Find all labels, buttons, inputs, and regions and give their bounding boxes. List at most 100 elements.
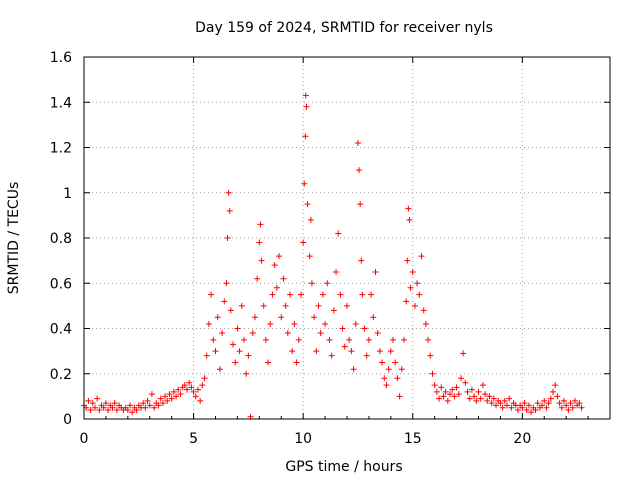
data-point xyxy=(140,400,147,407)
x-tick-label: 0 xyxy=(80,431,89,447)
data-point xyxy=(361,325,368,332)
data-point xyxy=(398,366,405,373)
data-series-srmtid xyxy=(81,92,585,420)
data-point xyxy=(245,352,252,359)
data-point xyxy=(390,336,397,343)
data-point xyxy=(240,336,247,343)
data-point xyxy=(230,341,237,348)
data-point xyxy=(205,320,212,327)
data-point xyxy=(257,221,264,228)
data-point xyxy=(133,406,140,413)
y-tick-label: 0.4 xyxy=(50,322,72,338)
data-point xyxy=(488,400,495,407)
data-point xyxy=(234,325,241,332)
data-point xyxy=(348,348,355,355)
y-tick-label: 1.6 xyxy=(50,50,72,66)
data-point xyxy=(324,280,331,287)
data-point xyxy=(188,384,195,391)
data-point xyxy=(436,395,443,402)
data-point xyxy=(258,257,265,264)
data-point xyxy=(431,382,438,389)
data-point xyxy=(87,406,94,413)
data-point xyxy=(227,307,234,314)
data-point xyxy=(307,216,314,223)
data-point xyxy=(383,382,390,389)
data-point xyxy=(552,382,559,389)
data-point xyxy=(528,409,535,416)
data-point xyxy=(197,397,204,404)
data-point xyxy=(346,336,353,343)
data-point xyxy=(466,395,473,402)
axis-ticks: 0 5 10 15 20 0 0.2 0.4 0.6 0.8 1 1.2 1.4 1.6 xyxy=(50,50,610,447)
data-point xyxy=(565,406,572,413)
data-point xyxy=(300,239,307,246)
data-point xyxy=(414,280,421,287)
data-point xyxy=(438,384,445,391)
data-point xyxy=(358,257,365,264)
data-point xyxy=(460,350,467,357)
data-point xyxy=(449,386,456,393)
data-point xyxy=(387,348,394,355)
data-point xyxy=(249,330,256,337)
data-point xyxy=(102,400,109,407)
data-point xyxy=(216,366,223,373)
data-point xyxy=(159,400,166,407)
data-point xyxy=(210,336,217,343)
data-point xyxy=(545,400,552,407)
data-point xyxy=(322,320,329,327)
data-point xyxy=(303,103,310,110)
data-point xyxy=(400,336,407,343)
data-point xyxy=(407,284,414,291)
data-point xyxy=(199,382,206,389)
data-point xyxy=(392,359,399,366)
data-point xyxy=(177,391,184,398)
data-point xyxy=(482,391,489,398)
data-point xyxy=(451,393,458,400)
data-point xyxy=(295,336,302,343)
data-point xyxy=(269,291,276,298)
data-point xyxy=(262,336,269,343)
data-point xyxy=(256,239,263,246)
data-point xyxy=(357,201,364,208)
data-point xyxy=(186,379,193,386)
data-point xyxy=(304,201,311,208)
data-point xyxy=(501,397,508,404)
data-point xyxy=(315,302,322,309)
data-point xyxy=(232,359,239,366)
y-axis-title: SRMTID / TECUs xyxy=(6,182,22,295)
data-point xyxy=(365,336,372,343)
data-point xyxy=(170,388,177,395)
data-point xyxy=(427,352,434,359)
data-point xyxy=(175,386,182,393)
data-point xyxy=(404,257,411,264)
data-point xyxy=(333,268,340,275)
data-point xyxy=(532,406,539,413)
data-point xyxy=(96,406,103,413)
data-point xyxy=(403,298,410,305)
data-point xyxy=(363,352,370,359)
data-point xyxy=(514,406,521,413)
data-point xyxy=(405,205,412,212)
data-point xyxy=(462,379,469,386)
data-point xyxy=(267,320,274,327)
data-point xyxy=(416,291,423,298)
data-point xyxy=(359,291,366,298)
data-point xyxy=(184,386,191,393)
data-point xyxy=(508,404,515,411)
data-point xyxy=(271,262,278,269)
data-point xyxy=(339,325,346,332)
data-point xyxy=(396,393,403,400)
data-point xyxy=(563,402,570,409)
plot-frame xyxy=(83,56,611,420)
data-point xyxy=(368,291,375,298)
data-point xyxy=(372,268,379,275)
data-point xyxy=(506,395,513,402)
data-point xyxy=(560,397,567,404)
data-point xyxy=(440,393,447,400)
data-point xyxy=(479,382,486,389)
data-point xyxy=(429,370,436,377)
data-point xyxy=(356,167,363,174)
data-point xyxy=(376,348,383,355)
data-point xyxy=(433,388,440,395)
data-point xyxy=(194,386,201,393)
